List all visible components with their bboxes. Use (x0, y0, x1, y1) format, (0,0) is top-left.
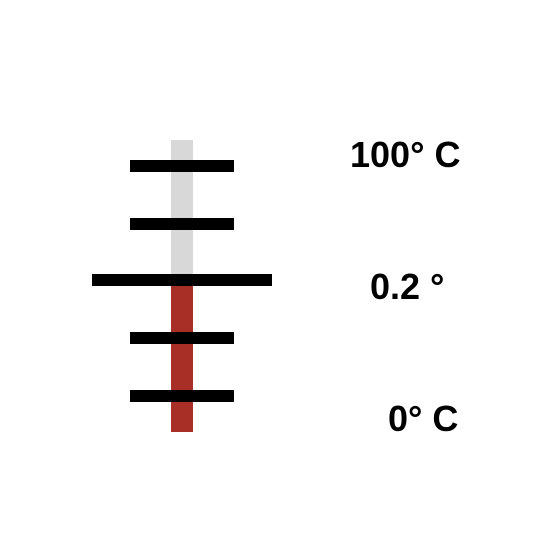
scale-label: 0° C (388, 398, 458, 440)
thermometer-tick (130, 332, 234, 344)
thermometer-tick (130, 218, 234, 230)
thermometer-fill (171, 286, 193, 432)
thermometer-tick (130, 160, 234, 172)
thermometer-tick (92, 274, 272, 286)
scale-label: 0.2 ° (370, 266, 444, 308)
scale-label: 100° C (350, 134, 460, 176)
thermometer-tick (130, 390, 234, 402)
